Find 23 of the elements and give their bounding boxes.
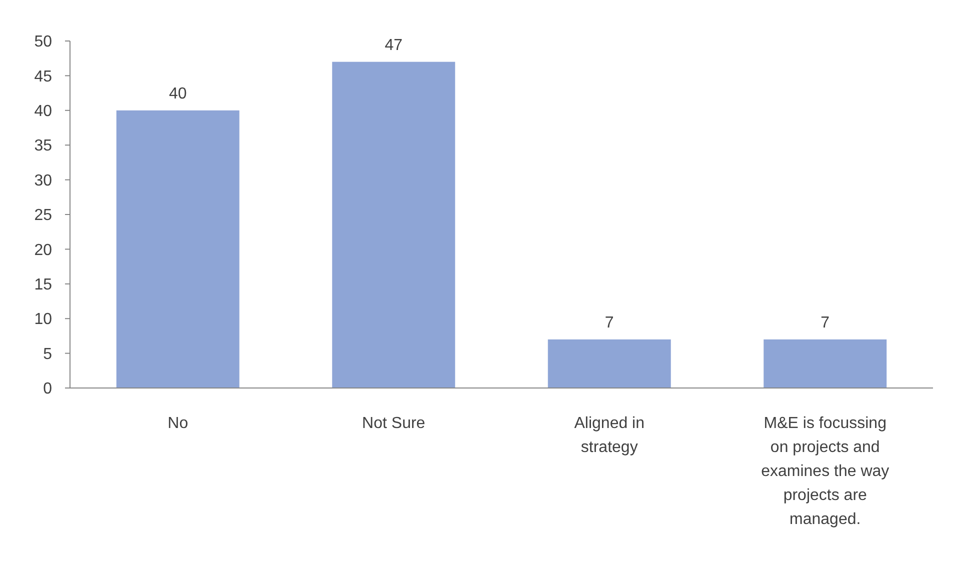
- data-label: 7: [604, 314, 614, 332]
- data-label: 7: [820, 314, 830, 332]
- y-tick-label: 15: [34, 276, 52, 294]
- x-tick-label: Aligned in strategy: [574, 415, 645, 456]
- y-tick-label: 40: [34, 103, 52, 120]
- y-tick-label: 50: [34, 34, 52, 51]
- y-tick-label: 0: [43, 380, 52, 398]
- y-tick-label: 35: [34, 138, 52, 155]
- y-tick-label: 30: [34, 172, 52, 190]
- x-tick-label: No: [168, 415, 188, 432]
- y-tick-label: 45: [34, 68, 52, 86]
- y-tick-label: 25: [34, 207, 52, 224]
- bar: [116, 110, 240, 388]
- data-label: 40: [168, 85, 187, 102]
- y-tick-label: 5: [43, 346, 52, 363]
- y-tick-label: 20: [34, 242, 52, 259]
- x-tick-label: Not Sure: [362, 415, 426, 432]
- bar: [332, 62, 456, 388]
- data-label: 47: [384, 36, 403, 54]
- bar: [548, 339, 671, 388]
- bar: [764, 339, 887, 388]
- x-tick-label: M&E is focussing on projects and examines the way projects are managed.: [761, 415, 890, 528]
- y-tick-label: 10: [34, 311, 52, 328]
